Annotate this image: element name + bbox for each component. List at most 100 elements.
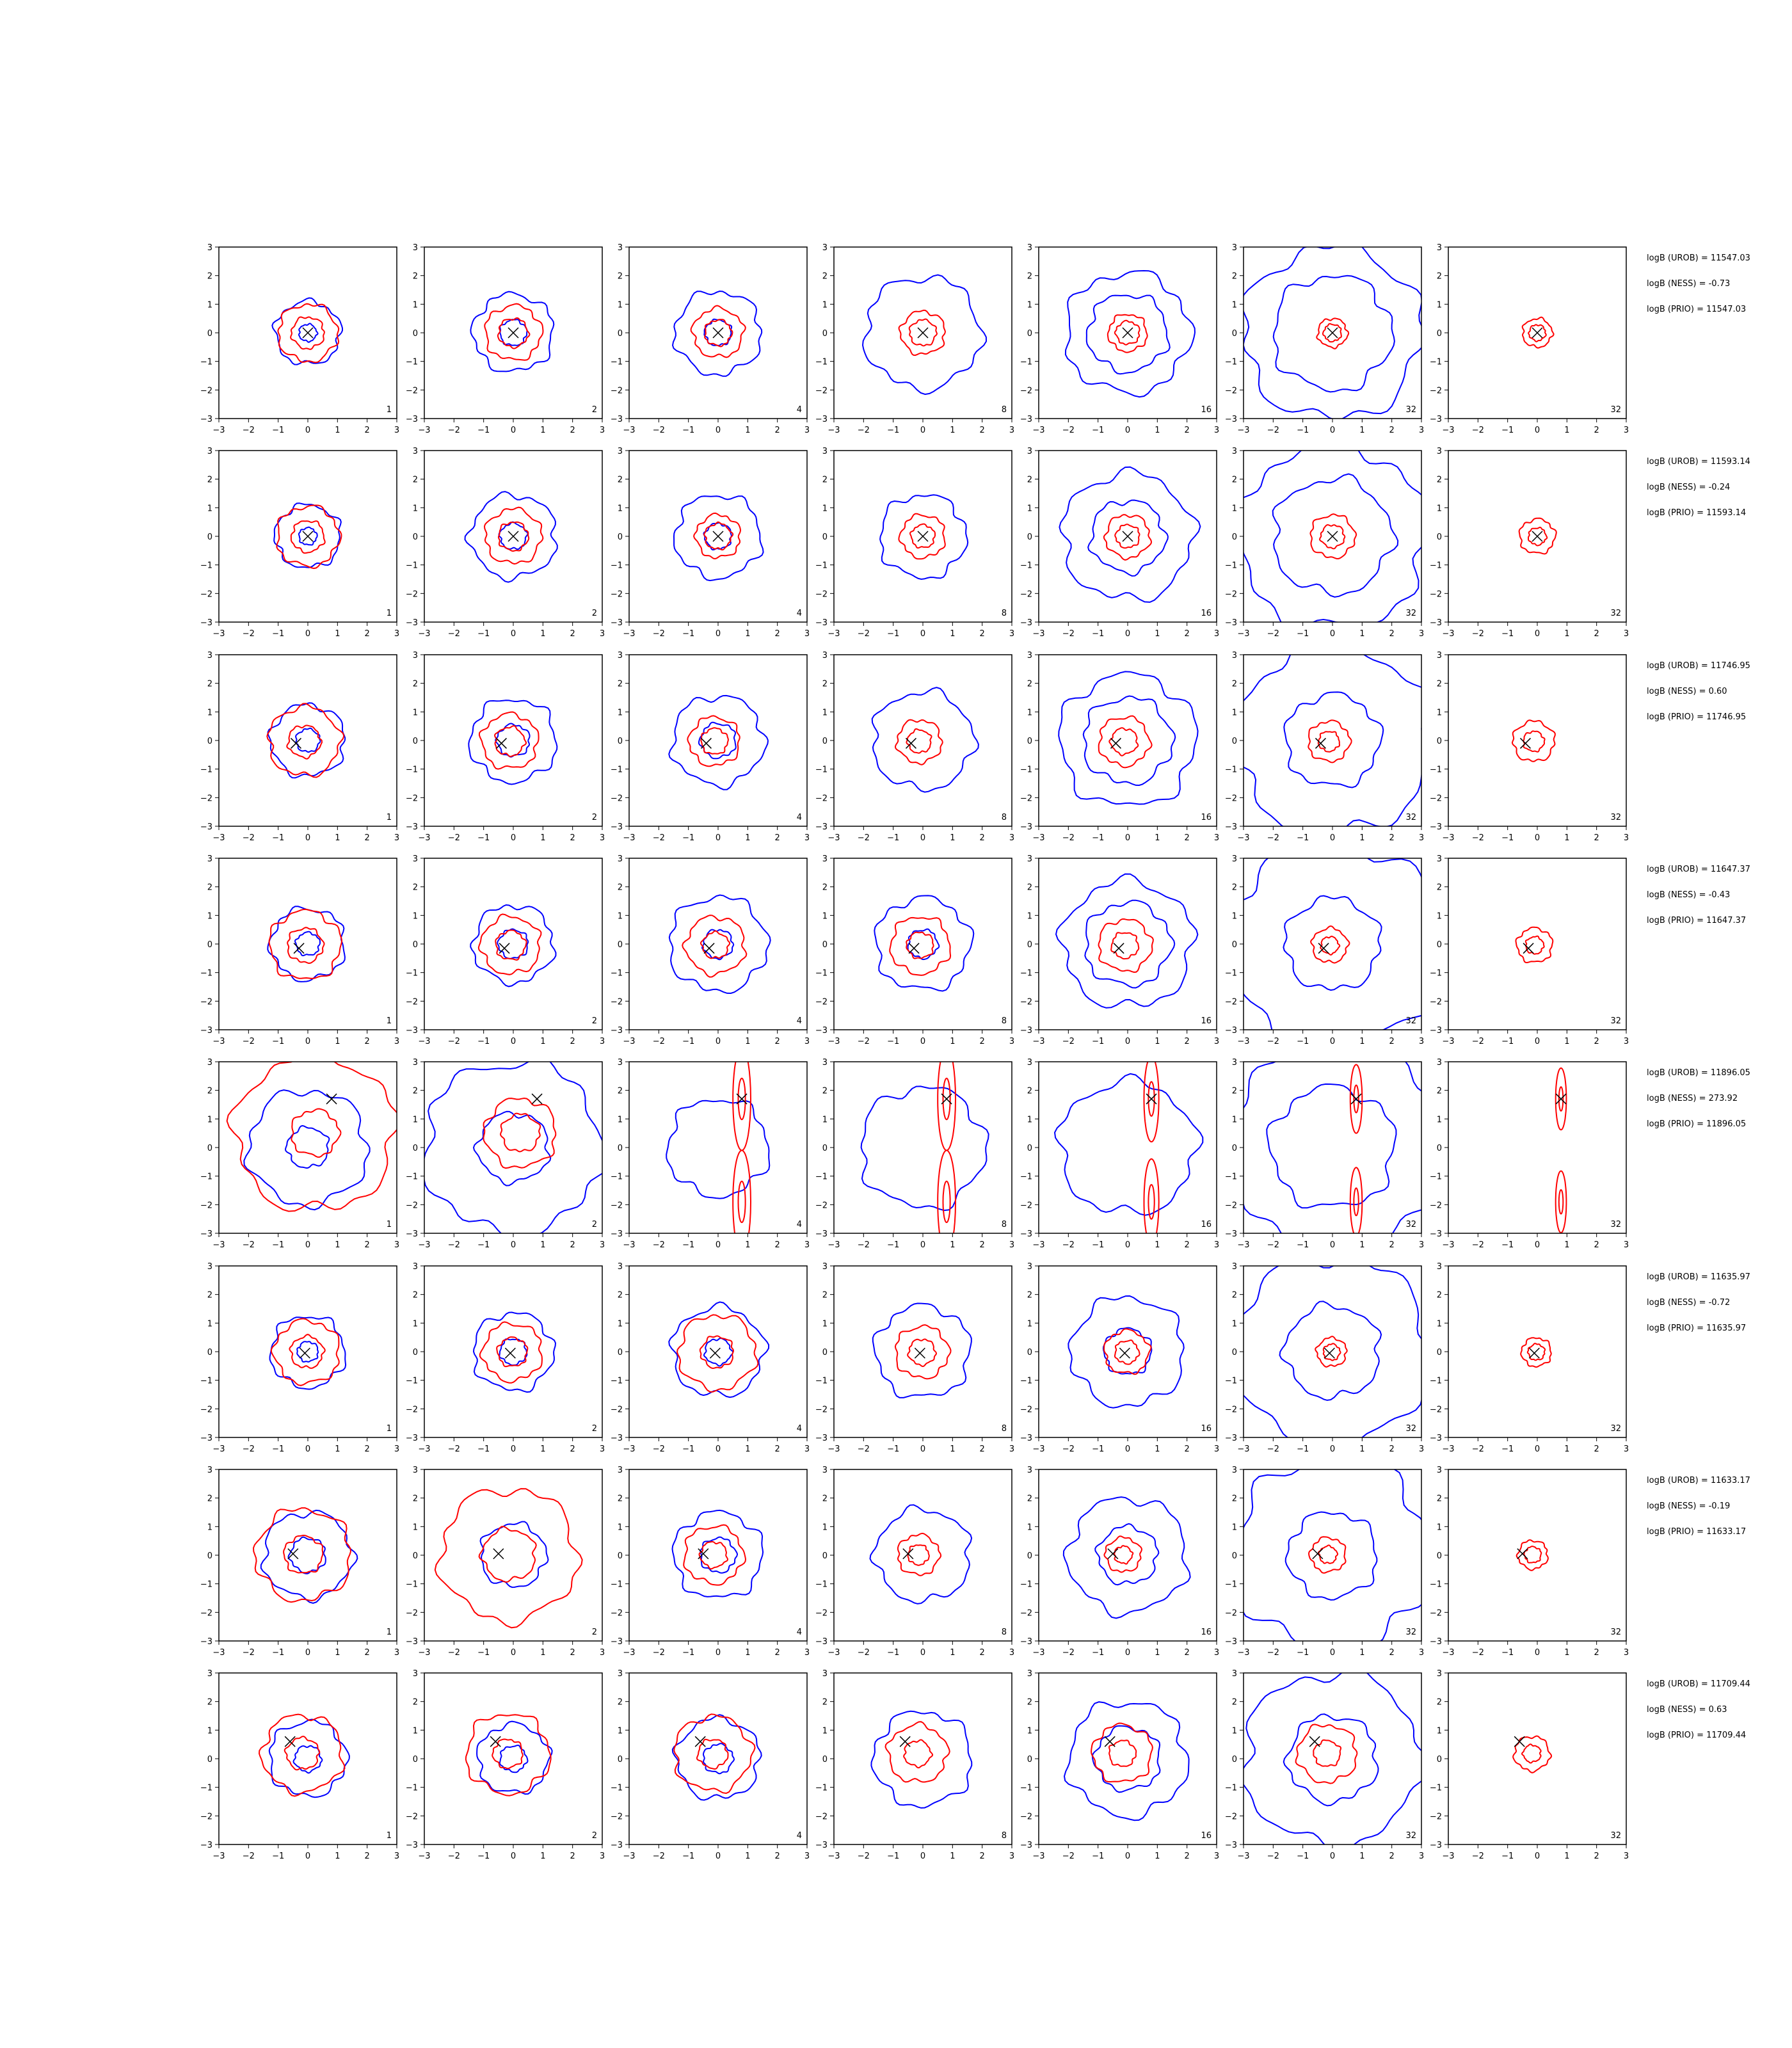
y-tick-label: 1 bbox=[207, 1523, 212, 1532]
x-tick-label: 3 bbox=[394, 1240, 399, 1250]
panel-frame bbox=[1243, 1672, 1422, 1845]
panel-r5-c7: −3−3 −2 −2 −1 −1 0 0 1 1 2 2 3 3 32 bbox=[1430, 1058, 1629, 1250]
blue-contour bbox=[472, 1110, 552, 1187]
x-tick-label: −3 bbox=[1237, 833, 1249, 843]
panel-count-label: 2 bbox=[592, 1220, 597, 1229]
y-tick-label: 2 bbox=[1232, 476, 1237, 485]
x-marker bbox=[1315, 737, 1326, 749]
panel-r2-c6: −3−3 −2 −2 −1 −1 0 0 1 1 2 2 3 3 32 bbox=[1225, 447, 1424, 639]
panel-plot-area bbox=[266, 702, 346, 779]
y-tick-label: 2 bbox=[1232, 680, 1237, 689]
y-tick-label: −2 bbox=[406, 589, 418, 599]
row-stat-text: logB (PRIO) = 11746.95 bbox=[1647, 712, 1747, 722]
x-tick-label: 1 bbox=[540, 1852, 545, 1861]
y-tick-label: −2 bbox=[611, 1405, 623, 1414]
x-tick-label: −2 bbox=[858, 1037, 870, 1046]
x-tick-label: 3 bbox=[1624, 1240, 1629, 1250]
x-tick-label: 3 bbox=[600, 1240, 605, 1250]
y-tick-label: 0 bbox=[413, 329, 418, 339]
y-tick-label: −2 bbox=[611, 1608, 623, 1618]
x-tick-label: −2 bbox=[243, 1852, 255, 1861]
y-tick-label: 3 bbox=[1437, 651, 1442, 660]
x-marker bbox=[709, 1347, 721, 1359]
blue-contour bbox=[424, 1062, 602, 1233]
y-tick-label: 1 bbox=[822, 1523, 828, 1532]
y-tick-label: 0 bbox=[413, 1551, 418, 1561]
row-stat-text: logB (PRIO) = 11709.44 bbox=[1647, 1731, 1747, 1740]
red-contour bbox=[703, 521, 734, 551]
x-marker bbox=[1327, 531, 1338, 542]
x-tick-label: −1 bbox=[682, 1037, 694, 1046]
blue-contour bbox=[1244, 451, 1421, 622]
x-tick-label: −2 bbox=[1062, 629, 1075, 639]
x-tick-label: −1 bbox=[1501, 629, 1514, 639]
x-tick-label: 0 bbox=[1330, 426, 1335, 435]
red-contour bbox=[1349, 1064, 1363, 1134]
y-tick-label: −2 bbox=[1225, 386, 1237, 396]
x-tick-label: 2 bbox=[1594, 1037, 1599, 1046]
y-tick-label: −2 bbox=[1020, 386, 1032, 396]
x-marker bbox=[1327, 327, 1338, 339]
panel-count-label: 16 bbox=[1201, 1831, 1212, 1841]
x-tick-label: 0 bbox=[1330, 833, 1335, 843]
y-tick-label: 0 bbox=[822, 532, 828, 542]
y-tick-label: 1 bbox=[1232, 911, 1237, 921]
row-stat-text: logB (NESS) = -0.72 bbox=[1647, 1298, 1731, 1308]
red-contour bbox=[495, 929, 527, 961]
y-tick-label: 0 bbox=[207, 1348, 212, 1357]
y-tick-label: 1 bbox=[413, 1726, 418, 1736]
panel-plot-area bbox=[869, 1504, 973, 1604]
red-contour bbox=[696, 1738, 729, 1770]
y-tick-label: 3 bbox=[822, 651, 828, 660]
y-tick-label: 0 bbox=[1232, 940, 1237, 950]
red-contour bbox=[1320, 935, 1341, 956]
x-tick-label: −1 bbox=[272, 1444, 284, 1454]
y-tick-label: −3 bbox=[1430, 1434, 1442, 1443]
x-tick-label: 0 bbox=[716, 1240, 721, 1250]
y-tick-label: 1 bbox=[413, 1523, 418, 1532]
x-tick-label: −1 bbox=[272, 1037, 284, 1046]
x-tick-label: −2 bbox=[1472, 1240, 1484, 1250]
y-tick-label: 1 bbox=[618, 911, 623, 921]
red-contour bbox=[906, 931, 934, 959]
x-tick-label: −1 bbox=[272, 1852, 284, 1861]
y-tick-label: 1 bbox=[1232, 300, 1237, 310]
x-tick-label: −3 bbox=[623, 1648, 635, 1658]
blue-contour bbox=[1244, 247, 1421, 419]
row-stat-text: logB (PRIO) = 11896.05 bbox=[1647, 1119, 1747, 1129]
panel-count-label: 32 bbox=[1405, 1831, 1416, 1841]
x-tick-label: −1 bbox=[682, 629, 694, 639]
y-tick-label: −1 bbox=[200, 1580, 212, 1590]
x-tick-label: −2 bbox=[243, 1444, 255, 1454]
x-tick-label: −3 bbox=[418, 1444, 430, 1454]
red-contour bbox=[1516, 1539, 1549, 1571]
x-tick-label: 2 bbox=[980, 1648, 985, 1658]
x-tick-label: 3 bbox=[1214, 833, 1219, 843]
y-tick-label: 2 bbox=[413, 1494, 418, 1504]
x-tick-label: 2 bbox=[980, 629, 985, 639]
x-tick-label: −3 bbox=[418, 1648, 430, 1658]
y-tick-label: 1 bbox=[1437, 1726, 1442, 1736]
y-tick-label: 3 bbox=[1027, 1669, 1032, 1679]
red-contour bbox=[1526, 1343, 1546, 1361]
x-tick-label: 0 bbox=[1535, 1648, 1540, 1658]
y-tick-label: −2 bbox=[200, 1405, 212, 1414]
x-marker bbox=[290, 737, 301, 749]
x-tick-label: 1 bbox=[745, 1037, 750, 1046]
y-tick-label: 1 bbox=[1232, 1319, 1237, 1329]
panel-r4-c1: −3−3 −2 −2 −1 −1 0 0 1 1 2 2 3 3 1 bbox=[200, 854, 399, 1046]
panel-count-label: 1 bbox=[387, 1831, 392, 1841]
y-tick-label: 1 bbox=[1232, 1726, 1237, 1736]
x-tick-label: 3 bbox=[1214, 629, 1219, 639]
blue-contour bbox=[879, 494, 969, 580]
y-tick-label: 0 bbox=[822, 1551, 828, 1561]
x-tick-label: −3 bbox=[1032, 1240, 1044, 1250]
x-marker bbox=[700, 737, 712, 749]
y-tick-label: −2 bbox=[200, 794, 212, 803]
x-tick-label: 3 bbox=[1624, 1037, 1629, 1046]
y-tick-label: 1 bbox=[822, 1115, 828, 1124]
y-tick-label: 1 bbox=[1232, 504, 1237, 513]
x-tick-label: −2 bbox=[653, 426, 665, 435]
y-tick-label: −3 bbox=[406, 1434, 418, 1443]
x-tick-label: 1 bbox=[1564, 1648, 1569, 1658]
